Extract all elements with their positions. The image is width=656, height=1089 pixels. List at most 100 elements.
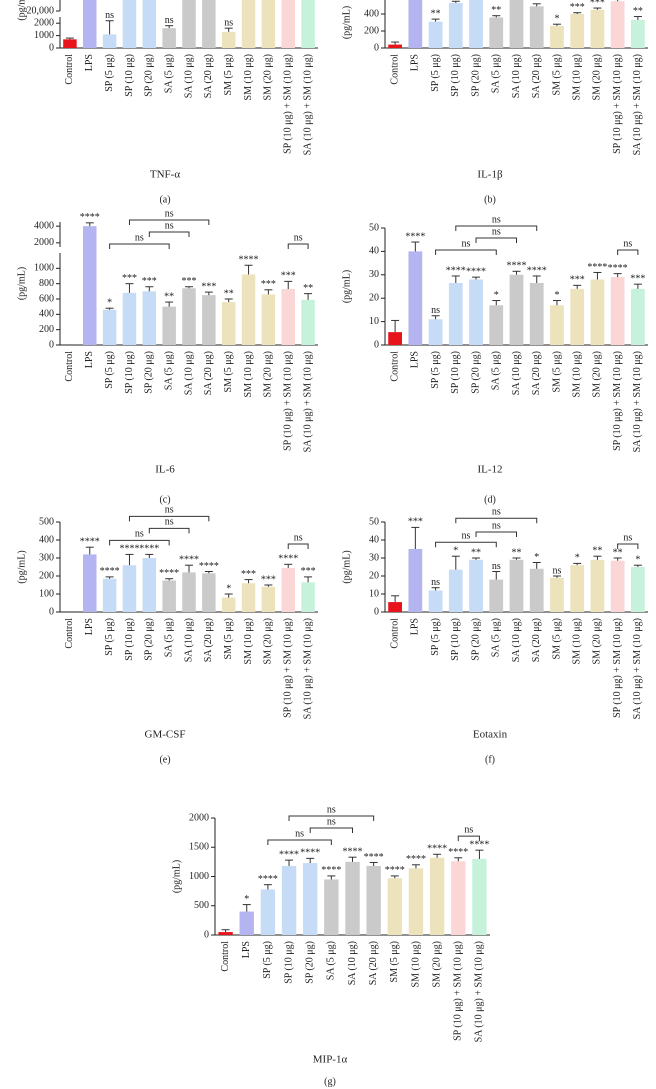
x-tick-label: SP (5 μg) <box>104 351 115 389</box>
x-tick-label: SA (10 μg) + SM (10 μg) <box>632 351 643 452</box>
bar <box>550 577 564 612</box>
significance-label: **** <box>199 561 219 572</box>
significance-label: *** <box>570 2 585 13</box>
significance-label: ** <box>431 8 441 19</box>
significance-label: *** <box>630 273 645 284</box>
significance-label: **** <box>385 865 405 876</box>
y-axis-label: (pg/mL) <box>171 860 182 893</box>
x-tick-label: SM (20 μg) <box>592 618 603 664</box>
bar <box>202 573 216 612</box>
bracket <box>267 839 332 845</box>
bar <box>102 34 117 48</box>
bar <box>529 282 544 345</box>
bar <box>303 863 318 935</box>
significance-label: **** <box>279 849 299 860</box>
bar <box>388 602 402 612</box>
significance-label: **** <box>321 865 341 876</box>
y-tick-label: 4000 <box>34 220 54 231</box>
x-tick-label: SM (5 μg) <box>223 351 234 392</box>
bar <box>472 858 487 935</box>
bar <box>281 567 295 612</box>
x-tick-label: SP (20 μg) <box>470 618 481 661</box>
bar <box>281 865 297 935</box>
y-axis-label: (pg/mL) <box>16 0 27 21</box>
x-tick-label: LPS <box>84 54 95 71</box>
bar <box>83 554 97 612</box>
y-axis-label: (pg/mL) <box>16 550 27 583</box>
bar <box>610 560 625 612</box>
x-tick-label: SP (5 μg) <box>104 54 115 92</box>
bar <box>631 288 645 345</box>
bracket-label: ns <box>165 220 174 231</box>
significance-label: ns <box>224 17 233 28</box>
bracket-label: ns <box>492 506 501 517</box>
bracket <box>287 243 309 249</box>
x-tick-label: SA (20 μg) <box>531 54 542 98</box>
y-tick-label: 50 <box>369 222 379 233</box>
y-tick-label: 50 <box>369 516 379 527</box>
x-tick-label: SP (20 μg) <box>470 54 481 97</box>
x-tick-label: SM (10 μg) <box>243 54 254 100</box>
significance-label: **** <box>258 874 278 885</box>
bar <box>489 579 504 612</box>
x-tick-label: SA (10 μg) <box>183 618 194 662</box>
bracket-label: ns <box>623 238 632 249</box>
bracket <box>457 835 480 842</box>
x-tick-label: SA (10 μg) + SM (10 μg) <box>302 618 313 719</box>
x-tick-label: SM (5 μg) <box>551 54 562 95</box>
bar <box>448 2 463 48</box>
y-axis-label: (pg/mL) <box>341 6 352 39</box>
significance-label: **** <box>448 847 468 858</box>
bar <box>324 879 339 935</box>
bar <box>301 299 315 345</box>
bar <box>631 19 645 48</box>
bracket <box>287 543 309 549</box>
y-tick-label: 20,000 <box>27 5 55 16</box>
y-tick-label: 0 <box>374 339 379 350</box>
bar <box>388 332 402 345</box>
x-tick-label: SP (5 μg) <box>104 618 115 656</box>
bracket-label: ns <box>327 804 336 815</box>
bracket <box>109 539 170 546</box>
significance-label: * <box>635 554 640 565</box>
x-tick-label: SA (10 μg) <box>183 351 194 395</box>
y-tick-label: 20 <box>369 292 379 303</box>
bar <box>182 288 196 345</box>
significance-label: **** <box>80 536 100 547</box>
bar <box>408 549 423 612</box>
x-tick-label: SP (10 μg) + SM (10 μg) <box>283 351 294 451</box>
x-tick-label: SP (20 μg) <box>144 351 155 394</box>
x-tick-label: SA (20 μg) <box>368 941 379 985</box>
bar <box>509 274 524 345</box>
panel-title: GM-CSF <box>145 729 186 741</box>
x-tick-label: SP (10 μg) + SM (10 μg) <box>612 351 623 451</box>
panel: 0 500 1000 1500 2000 (pg/mL) Control LPS * SP (5 … <box>171 804 490 1087</box>
bar <box>102 578 117 612</box>
bar <box>102 309 117 345</box>
bar <box>509 0 524 48</box>
panel-caption: (g) <box>324 1076 336 1087</box>
bracket-label: ns <box>165 208 174 219</box>
y-tick-label: 0 <box>49 339 54 350</box>
bar <box>631 567 645 612</box>
x-tick-label: LPS <box>410 54 421 71</box>
x-tick-label: SM (5 μg) <box>551 351 562 392</box>
bar <box>610 277 625 345</box>
significance-label: *** <box>281 271 296 282</box>
x-tick-label: SA (10 μg) + SM (10 μg) <box>302 351 313 452</box>
x-tick-label: Control <box>64 54 75 85</box>
x-tick-label: SA (10 μg) + SM (10 μg) <box>632 618 643 719</box>
x-tick-label: SP (10 μg) + SM (10 μg) <box>283 618 294 718</box>
x-tick-label: Control <box>389 351 400 382</box>
x-tick-label: SP (10 μg) <box>124 618 135 661</box>
bracket-label: ns <box>165 505 174 516</box>
x-tick-label: SM (10 μg) <box>243 618 254 664</box>
significance-label: * <box>107 297 112 308</box>
bar <box>590 9 605 48</box>
x-tick-label: LPS <box>84 351 95 368</box>
significance-label: *** <box>142 276 157 287</box>
significance-label: * <box>554 13 559 24</box>
significance-label: *** <box>122 273 137 284</box>
x-tick-label: SP (20 μg) <box>144 54 155 97</box>
